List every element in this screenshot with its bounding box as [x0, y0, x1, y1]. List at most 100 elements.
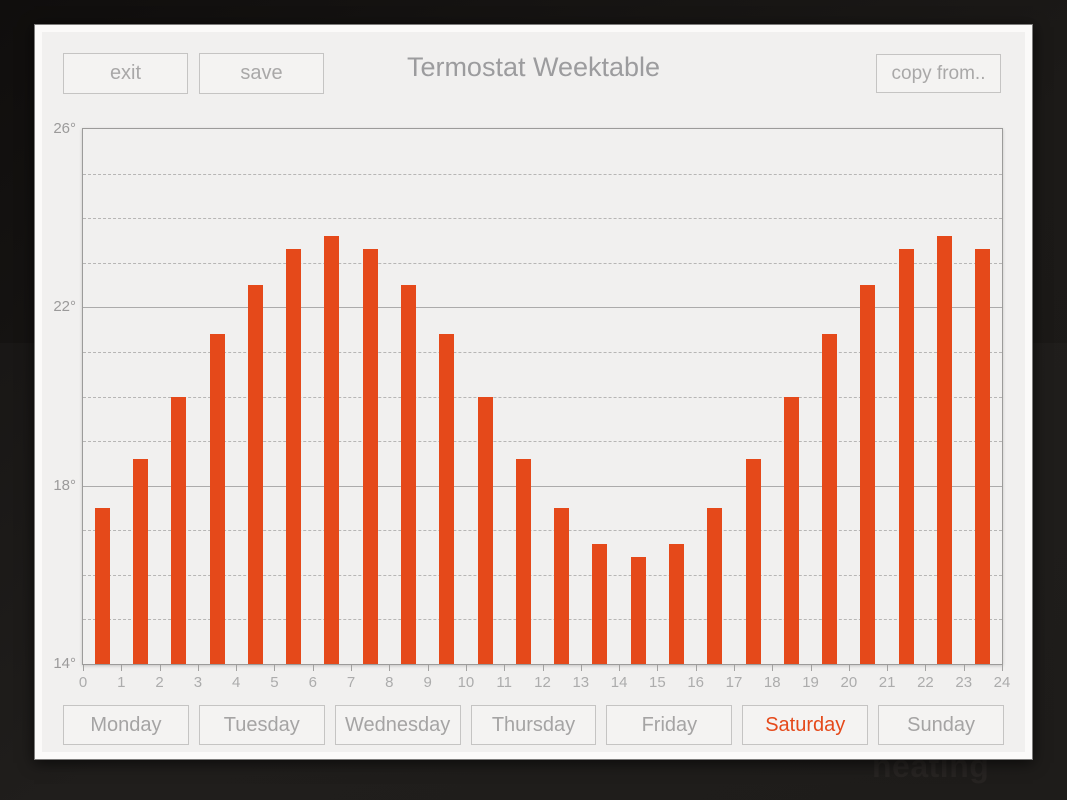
bar-hour-11[interactable]: [515, 458, 531, 664]
bar-hour-18[interactable]: [783, 396, 799, 664]
gridline-18: [83, 485, 1002, 487]
x-axis-label-23: 23: [955, 674, 973, 691]
gridline-17: [83, 530, 1002, 532]
x-axis-label-21: 21: [878, 674, 896, 691]
x-axis-label-11: 11: [496, 674, 512, 691]
x-axis-label-8: 8: [385, 674, 394, 691]
copy-from-button[interactable]: copy from..: [876, 54, 1001, 93]
x-axis-label-2: 2: [155, 674, 164, 691]
x-tick-13: [580, 665, 582, 671]
x-tick-6: [312, 665, 314, 671]
x-tick-20: [848, 665, 850, 671]
x-axis-label-7: 7: [346, 674, 356, 691]
gridline-23: [83, 262, 1002, 264]
day-button-thursday[interactable]: Thursday: [470, 705, 597, 745]
bar-hour-15[interactable]: [669, 543, 685, 664]
x-tick-7: [351, 665, 353, 671]
day-tabs: Monday Tuesday Wednesday Thursday Friday Satu…: [63, 705, 1005, 745]
x-axis-label-24: 24: [993, 674, 1011, 691]
x-tick-11: [504, 665, 506, 671]
x-tick-9: [427, 665, 429, 671]
bar-hour-0[interactable]: [94, 507, 110, 664]
bar-hour-2[interactable]: [171, 396, 187, 664]
bar-hour-21[interactable]: [898, 249, 914, 664]
day-button-friday[interactable]: Friday: [606, 705, 733, 745]
x-tick-8: [389, 665, 391, 671]
x-tick-5: [274, 665, 276, 671]
y-axis-label-26: 26°: [53, 120, 76, 137]
page-title: Termostat Weektable: [406, 52, 661, 82]
x-axis-label-22: 22: [917, 674, 934, 691]
x-tick-14: [619, 665, 621, 671]
gridline-15: [83, 619, 1002, 621]
gridline-19: [83, 441, 1002, 443]
bar-hour-23[interactable]: [975, 249, 991, 664]
bar-hour-12[interactable]: [554, 507, 570, 664]
bar-hour-17[interactable]: [745, 458, 761, 664]
window-content: exit save Termostat Weektable copy from.…: [42, 32, 1025, 752]
bar-hour-6[interactable]: [324, 236, 340, 664]
bar-hour-5[interactable]: [286, 249, 302, 664]
y-axis-label-18: 18°: [53, 476, 76, 494]
x-tick-0: [83, 665, 84, 671]
x-axis-label-15: 15: [649, 674, 666, 691]
x-axis-label-4: 4: [231, 674, 241, 691]
y-axis-label-14: 14°: [53, 655, 76, 672]
bar-hour-7[interactable]: [362, 249, 378, 664]
x-tick-17: [733, 665, 735, 671]
x-axis-label-5: 5: [270, 674, 279, 691]
x-tick-16: [695, 665, 697, 671]
gridline-16: [83, 574, 1002, 576]
bar-hour-19[interactable]: [822, 334, 838, 664]
gridline-25: [83, 173, 1002, 175]
x-tick-23: [963, 665, 965, 671]
gridline-21: [83, 351, 1002, 353]
x-axis-label-18: 18: [763, 674, 781, 691]
gridline-22: [83, 307, 1002, 309]
x-axis-label-16: 16: [687, 674, 704, 691]
thermostat-weektable-window: exit save Termostat Weektable copy from.…: [34, 24, 1033, 760]
gridline-20: [83, 396, 1002, 398]
x-axis-label-10: 10: [457, 674, 475, 691]
bar-hour-10[interactable]: [477, 396, 493, 664]
x-tick-1: [121, 665, 123, 671]
x-axis-label-9: 9: [423, 674, 432, 691]
x-axis-label-3: 3: [193, 674, 203, 691]
day-button-wednesday[interactable]: Wednesday: [334, 705, 461, 745]
bar-hour-9[interactable]: [439, 334, 455, 664]
bar-hour-22[interactable]: [937, 236, 953, 664]
x-axis-label-19: 19: [802, 674, 819, 691]
day-button-sunday[interactable]: Sunday: [878, 705, 1005, 745]
x-axis-label-13: 13: [572, 674, 590, 691]
bar-hour-16[interactable]: [707, 507, 723, 664]
y-axis-label-22: 22°: [53, 298, 76, 316]
day-button-saturday[interactable]: Saturday: [742, 705, 869, 745]
x-tick-22: [925, 665, 927, 671]
bar-hour-8[interactable]: [400, 285, 416, 664]
x-axis-label-6: 6: [308, 674, 317, 691]
x-tick-24: [1002, 665, 1003, 671]
save-button[interactable]: save: [199, 53, 324, 94]
x-tick-15: [657, 665, 659, 671]
x-tick-4: [236, 665, 238, 671]
bar-hour-1[interactable]: [132, 458, 148, 664]
bar-hour-20[interactable]: [860, 285, 876, 664]
x-tick-3: [197, 665, 199, 671]
bar-hour-4[interactable]: [247, 285, 263, 664]
plot-area: 26° 22° 18° 14° 0 1 2 3 4 5 6 7 8 9 10 11 12 13 14 15 16 17 18…: [53, 120, 1010, 691]
x-axis-label-0: 0: [78, 674, 88, 691]
x-axis-label-17: 17: [725, 674, 743, 691]
gridline-24: [83, 218, 1002, 220]
exit-button[interactable]: exit: [63, 53, 188, 94]
x-tick-12: [542, 665, 544, 671]
bar-hour-3[interactable]: [209, 334, 225, 664]
bar-hour-14[interactable]: [630, 557, 646, 664]
x-axis-label-14: 14: [610, 674, 628, 691]
day-button-monday[interactable]: Monday: [63, 705, 189, 745]
x-axis-label-1: 1: [117, 674, 126, 691]
x-axis-label-12: 12: [534, 674, 551, 691]
x-axis-label-20: 20: [840, 674, 858, 691]
day-button-tuesday[interactable]: Tuesday: [198, 705, 325, 745]
x-tick-18: [772, 665, 774, 671]
bar-hour-13[interactable]: [592, 543, 608, 664]
